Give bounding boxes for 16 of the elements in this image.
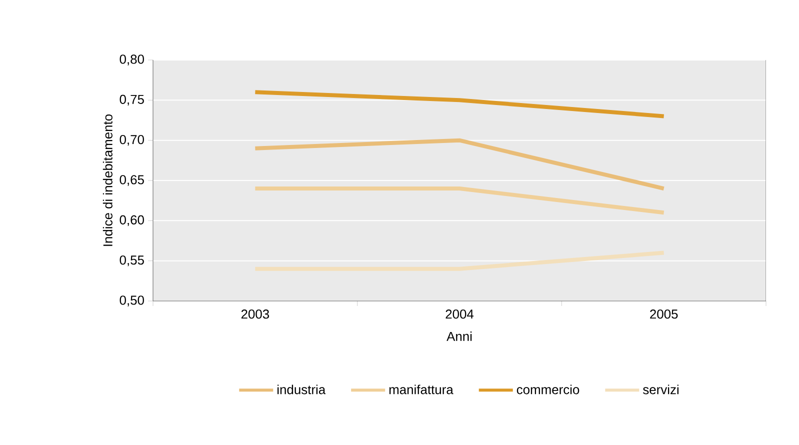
y-tick-label: 0,55 [120, 255, 144, 266]
x-tick-label: 2005 [650, 310, 678, 319]
legend-label: commercio [516, 384, 580, 394]
y-tick-label: 0,60 [120, 215, 144, 226]
y-tick-label: 0,65 [120, 175, 144, 186]
y-tick-label: 0,50 [120, 296, 144, 306]
x-tick-label: 2004 [446, 310, 474, 319]
x-axis-title: Anni [446, 332, 472, 341]
legend-label: servizi [643, 384, 678, 394]
legend-label: industria [278, 384, 326, 394]
legend-label: manifattura [389, 384, 454, 394]
y-axis-title: Indice di indebitamento [102, 114, 112, 246]
y-tick-label: 0,80 [120, 54, 144, 66]
y-tick-label: 0,70 [120, 134, 144, 146]
x-tick-label: 2003 [241, 310, 270, 319]
y-tick-label: 0,75 [120, 94, 144, 106]
